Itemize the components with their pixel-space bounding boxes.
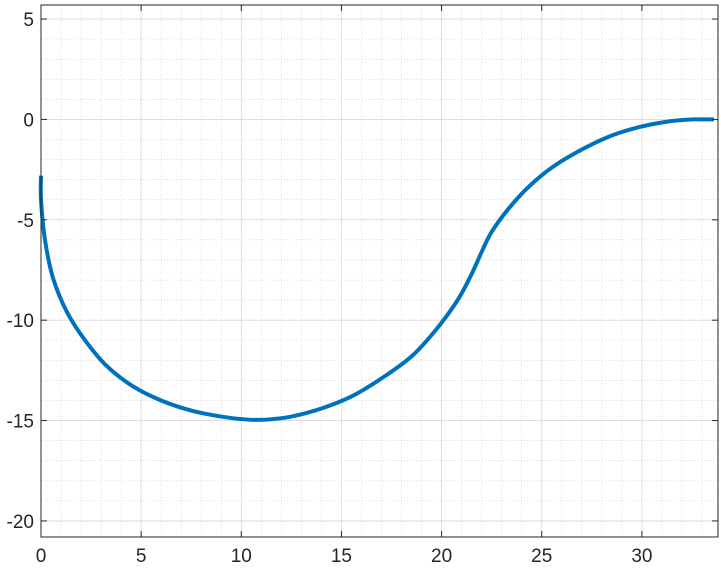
major-grid xyxy=(40,5,718,537)
x-tick-label: 25 xyxy=(531,546,552,567)
y-tick-label: -5 xyxy=(17,211,34,232)
x-tick-label: 30 xyxy=(631,546,652,567)
y-axis-ticks: 5 0 -5 -10 -15 -20 xyxy=(7,10,718,533)
y-tick-label: -20 xyxy=(7,512,34,533)
x-tick-label: 15 xyxy=(331,546,352,567)
x-tick-label: 5 xyxy=(136,546,147,567)
plot-frame xyxy=(40,4,719,538)
x-tick-label: 10 xyxy=(231,546,252,567)
x-axis-ticks: 0 5 10 15 20 25 30 xyxy=(36,5,652,567)
x-tick-label: 0 xyxy=(36,546,47,567)
y-tick-label: -15 xyxy=(7,412,34,433)
y-tick-label: -10 xyxy=(7,311,34,332)
series-line xyxy=(38,117,714,422)
y-tick-label: 5 xyxy=(23,10,34,31)
y-tick-label: 0 xyxy=(23,110,34,131)
x-tick-label: 20 xyxy=(431,546,452,567)
plot-background xyxy=(41,5,718,537)
